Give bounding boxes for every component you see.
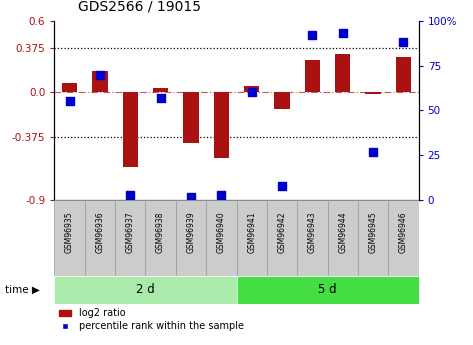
Bar <box>176 200 206 276</box>
Bar <box>388 200 419 276</box>
Text: GSM96945: GSM96945 <box>368 211 377 253</box>
Text: GSM96936: GSM96936 <box>96 211 105 253</box>
Bar <box>396 57 411 92</box>
Text: GSM96946: GSM96946 <box>399 211 408 253</box>
Text: 5 d: 5 d <box>318 283 337 296</box>
Point <box>157 95 165 101</box>
Text: GSM96935: GSM96935 <box>65 211 74 253</box>
Bar <box>184 92 199 143</box>
Point <box>400 39 407 45</box>
Point <box>218 192 225 197</box>
Bar <box>297 200 327 276</box>
Text: GSM96943: GSM96943 <box>308 211 317 253</box>
Bar <box>123 92 138 167</box>
Bar <box>145 200 176 276</box>
Text: GSM96940: GSM96940 <box>217 211 226 253</box>
Point <box>248 90 255 95</box>
Text: GSM96938: GSM96938 <box>156 211 165 253</box>
Bar <box>327 200 358 276</box>
Text: GSM96937: GSM96937 <box>126 211 135 253</box>
Bar <box>85 200 115 276</box>
Bar <box>267 200 297 276</box>
Text: time ▶: time ▶ <box>5 285 40 295</box>
Bar <box>335 54 350 92</box>
Point <box>96 72 104 77</box>
Bar <box>115 200 146 276</box>
Bar <box>62 83 77 92</box>
Point <box>187 194 195 199</box>
Bar <box>236 200 267 276</box>
Bar <box>274 92 289 109</box>
Text: 2 d: 2 d <box>136 283 155 296</box>
Text: GSM96941: GSM96941 <box>247 211 256 253</box>
Bar <box>54 200 85 276</box>
Bar <box>366 92 381 93</box>
Bar <box>244 87 259 92</box>
Point <box>278 183 286 188</box>
Point <box>66 99 73 104</box>
Bar <box>358 200 388 276</box>
Bar <box>92 71 107 92</box>
Point <box>369 149 377 155</box>
Bar <box>206 200 236 276</box>
Bar <box>305 60 320 92</box>
Text: GSM96942: GSM96942 <box>278 211 287 253</box>
Bar <box>214 92 229 158</box>
Point <box>339 30 347 36</box>
Bar <box>236 276 419 304</box>
Text: GSM96939: GSM96939 <box>186 211 195 253</box>
Text: GDS2566 / 19015: GDS2566 / 19015 <box>78 0 201 14</box>
Point <box>308 32 316 38</box>
Legend: log2 ratio, percentile rank within the sample: log2 ratio, percentile rank within the s… <box>59 308 244 332</box>
Bar <box>153 88 168 92</box>
Point <box>126 192 134 197</box>
Bar <box>54 276 237 304</box>
Text: GSM96944: GSM96944 <box>338 211 347 253</box>
